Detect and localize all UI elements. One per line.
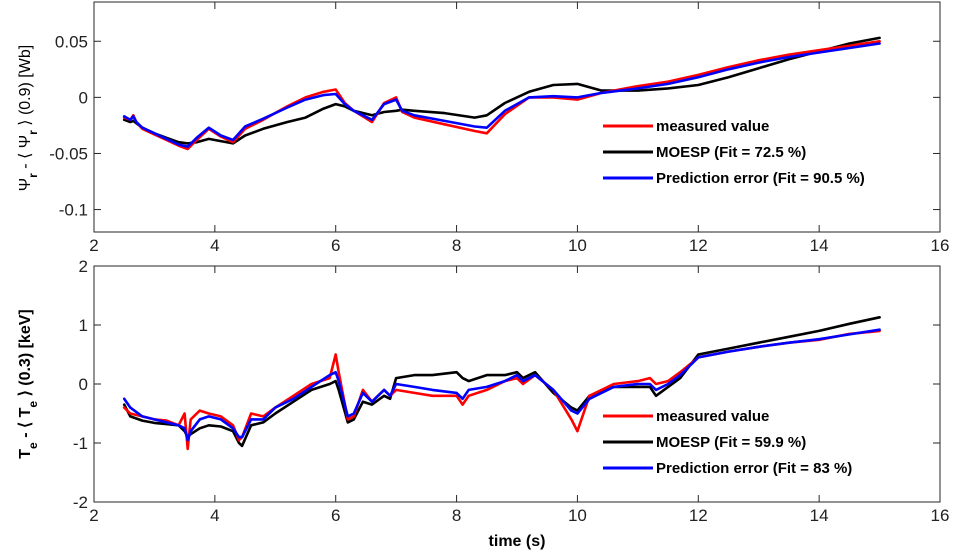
y-label-part: - ⟨ T <box>17 407 34 442</box>
y-label-part: - ⟨ Ψ <box>17 135 34 173</box>
y-tick-label: -0.05 <box>49 144 88 163</box>
time-axis-label: time (s) <box>489 533 546 550</box>
y-tick-label: 0.05 <box>55 32 88 51</box>
x-tick-label: 14 <box>810 506 829 525</box>
y-label-part: ⟩ (0.9) [Wb] <box>17 45 34 130</box>
flux-y-axis-label: Ψr - ⟨ Ψr ⟩ (0.9) [Wb] <box>17 45 40 191</box>
series-line <box>122 315 881 448</box>
y-label-subscript: r <box>26 130 40 135</box>
legend-label: Prediction error (Fit = 83 %) <box>656 460 852 477</box>
y-tick-label: -2 <box>73 493 88 512</box>
x-tick-label: 2 <box>89 506 98 525</box>
x-tick-label: 8 <box>452 506 461 525</box>
x-tick-label: 8 <box>452 236 461 255</box>
x-tick-label: 4 <box>210 506 219 525</box>
y-tick-label: 0 <box>79 88 88 107</box>
legend-label: MOESP (Fit = 72.5 %) <box>656 144 806 161</box>
temperature-legend: measured value MOESP (Fit = 59.9 %) Predic… <box>603 408 852 477</box>
y-label-subscript: r <box>26 173 40 178</box>
y-tick-label: 0 <box>79 375 88 394</box>
series-line <box>122 328 881 442</box>
x-tick-label: 10 <box>568 236 587 255</box>
x-tick-label: 6 <box>331 506 340 525</box>
x-tick-label: 16 <box>931 506 950 525</box>
x-tick-label: 12 <box>689 506 708 525</box>
flux-plot-frame <box>93 1 941 233</box>
flux-panel: 2 4 6 8 10 12 14 16 -0.1 -0.05 0 0.05 measured valu… <box>17 1 949 255</box>
y-label-part: ⟩ (0.3) [keV] <box>17 309 34 401</box>
x-tick-label: 16 <box>931 236 950 255</box>
legend-label: MOESP (Fit = 59.9 %) <box>656 434 806 451</box>
temperature-y-axis-label: Te - ⟨ Te ⟩ (0.3) [keV] <box>17 309 40 458</box>
y-label-subscript: e <box>26 401 40 408</box>
flux-lines <box>122 36 881 151</box>
y-label-part: T <box>17 449 34 459</box>
x-tick-label: 14 <box>810 236 829 255</box>
y-tick-label: -1 <box>73 434 88 453</box>
y-tick-label: 2 <box>79 257 88 276</box>
legend-label: measured value <box>656 118 769 135</box>
flux-legend: measured value MOESP (Fit = 72.5 %) Predic… <box>603 118 865 187</box>
series-line <box>122 36 881 145</box>
x-tick-label: 4 <box>210 236 219 255</box>
y-label-subscript: e <box>26 442 40 449</box>
x-tick-label: 6 <box>331 236 340 255</box>
series-line <box>122 42 881 148</box>
y-tick-label: 1 <box>79 316 88 335</box>
flux-ticks: 2 4 6 8 10 12 14 16 -0.1 -0.05 0 0.05 <box>49 2 949 255</box>
y-tick-label: -0.1 <box>59 201 88 220</box>
x-tick-label: 2 <box>89 236 98 255</box>
legend-label: Prediction error (Fit = 90.5 %) <box>656 170 865 187</box>
x-tick-label: 12 <box>689 236 708 255</box>
legend-label: measured value <box>656 408 769 425</box>
y-label-part: Ψ <box>17 178 34 191</box>
temperature-lines <box>122 315 881 451</box>
x-tick-label: 10 <box>568 506 587 525</box>
